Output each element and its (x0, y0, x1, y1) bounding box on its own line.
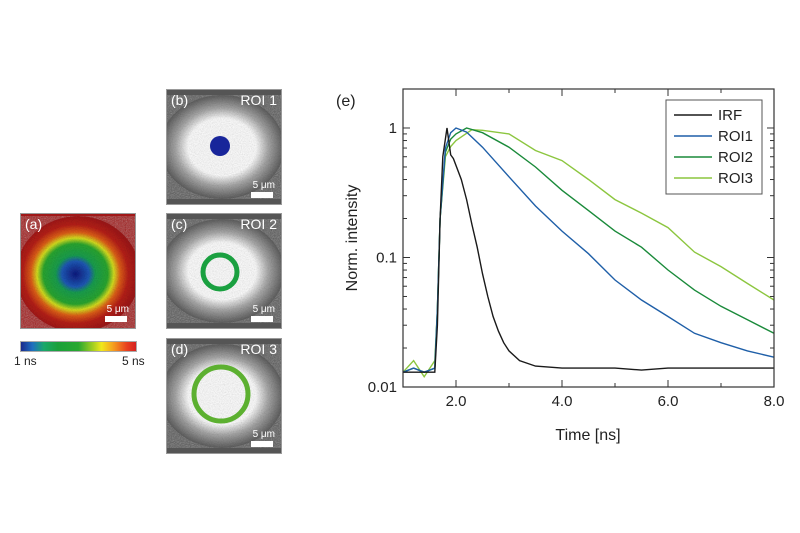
roi-label: ROI 3 (240, 341, 277, 357)
legend: IRF ROI1 ROI2 ROI3 (665, 99, 763, 195)
y-tick-label: 0.1 (376, 249, 397, 266)
legend-label: ROI3 (718, 170, 753, 187)
x-tick-label: 8.0 (764, 393, 785, 410)
legend-label: IRF (718, 107, 742, 124)
scale-bar (105, 316, 127, 322)
roi-label: ROI 1 (240, 92, 277, 108)
y-axis-label: Norm. intensity (344, 185, 361, 292)
panel-label: (c) (171, 216, 188, 232)
plot-frame (402, 88, 775, 388)
y-tick-label: 0.01 (368, 379, 397, 396)
scale-bar-label: 5 μm (252, 180, 275, 191)
flim-image-panel-a: (a) 5 μm (20, 213, 136, 329)
scale-bar (251, 441, 273, 447)
panel-label: (d) (171, 341, 189, 357)
scale-bar (251, 316, 273, 322)
chart-panel-label: (e) (336, 93, 356, 110)
scale-bar (251, 192, 273, 198)
roi2-image-panel: (c) ROI 2 5 μm (166, 213, 282, 329)
x-tick-label: 4.0 (552, 393, 573, 410)
legend-label: ROI1 (718, 128, 753, 145)
panel-label: (b) (171, 92, 189, 108)
x-axis-label: Time [ns] (555, 427, 620, 444)
series-line-irf (403, 127, 774, 373)
x-tick-label: 6.0 (658, 393, 679, 410)
roi-label: ROI 2 (240, 216, 277, 232)
legend-label: ROI2 (718, 149, 753, 166)
roi3-image-panel: (d) ROI 3 5 μm (166, 338, 282, 454)
y-tick-label: 1 (389, 120, 397, 137)
roi1-image-panel: (b) ROI 1 5 μm (166, 89, 282, 205)
scale-bar-label: 5 μm (252, 304, 275, 315)
x-tick-label: 2.0 (446, 393, 467, 410)
panel-label: (a) (25, 216, 43, 232)
colorbar-min-label: 1 ns (14, 354, 37, 368)
scale-bar-label: 5 μm (252, 429, 275, 440)
colorbar-max-label: 5 ns (122, 354, 145, 368)
lifetime-colorbar (20, 341, 137, 352)
scale-bar-label: 5 μm (106, 304, 129, 315)
